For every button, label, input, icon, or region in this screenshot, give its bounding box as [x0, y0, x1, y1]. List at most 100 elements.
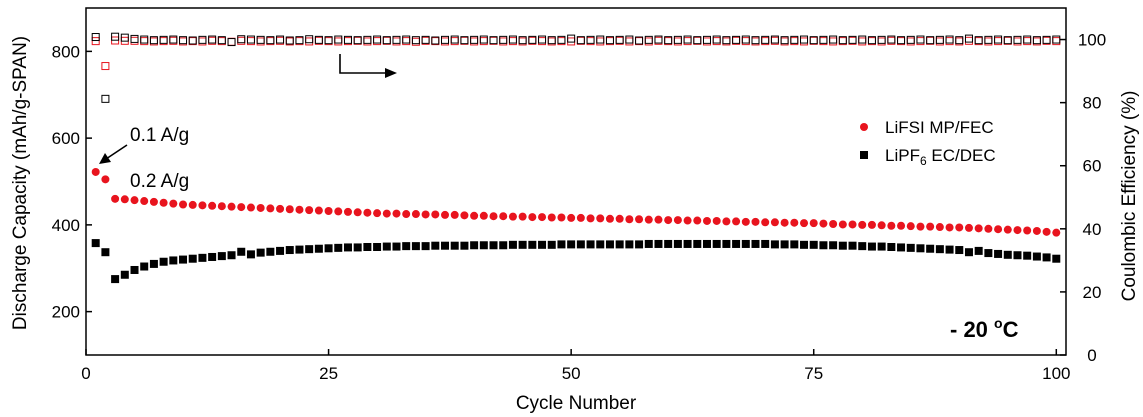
ce-point-2 — [673, 37, 682, 46]
capacity-point-1 — [800, 240, 809, 249]
ce-point-3 — [256, 35, 265, 44]
ce-point-3 — [266, 36, 275, 45]
ce-point-2 — [800, 37, 809, 46]
capacity-point-0 — [945, 223, 954, 232]
capacity-point-0 — [237, 203, 246, 212]
ce-point-3 — [615, 35, 624, 44]
ce-point-3 — [91, 33, 100, 42]
capacity-point-0 — [411, 210, 420, 219]
ce-point-2 — [712, 37, 721, 46]
ce-point-2 — [101, 62, 110, 71]
ce-point-3 — [411, 36, 420, 45]
ce-point-2 — [256, 37, 265, 46]
ce-point-2 — [450, 37, 459, 46]
ce-point-3 — [373, 35, 382, 44]
ce-point-2 — [91, 37, 100, 46]
ce-point-3 — [227, 38, 236, 47]
ce-point-2 — [644, 37, 653, 46]
capacity-point-0 — [111, 194, 120, 203]
x-tick-label: 25 — [319, 364, 338, 383]
rate-annotation-arrow — [99, 144, 128, 164]
ce-point-3 — [547, 36, 556, 45]
ce-point-3 — [654, 35, 663, 44]
capacity-point-0 — [829, 220, 838, 229]
capacity-point-0 — [266, 204, 275, 213]
ce-point-2 — [305, 37, 314, 46]
ce-point-3 — [1032, 36, 1041, 45]
legend-label-lipf6: LiPF6 EC/DEC — [885, 146, 996, 168]
ce-point-3 — [557, 35, 566, 44]
capacity-point-1 — [867, 242, 876, 251]
ce-point-3 — [450, 35, 459, 44]
ce-point-2 — [227, 37, 236, 46]
capacity-point-0 — [276, 204, 285, 213]
capacity-point-0 — [693, 216, 702, 225]
capacity-point-1 — [276, 246, 285, 255]
capacity-point-0 — [140, 197, 149, 206]
capacity-point-1 — [702, 239, 711, 248]
capacity-point-1 — [897, 243, 906, 252]
y2-tick-label: 0 — [1087, 346, 1096, 365]
ce-point-3 — [479, 35, 488, 44]
ce-point-2 — [411, 37, 420, 46]
capacity-point-0 — [538, 213, 547, 222]
ce-point-3 — [664, 36, 673, 45]
capacity-point-0 — [334, 207, 343, 216]
capacity-point-1 — [450, 241, 459, 250]
ce-point-2 — [945, 37, 954, 46]
capacity-point-0 — [887, 221, 896, 230]
capacity-point-0 — [256, 203, 265, 212]
capacity-point-0 — [615, 214, 624, 223]
ce-point-3 — [111, 32, 120, 41]
capacity-point-1 — [935, 245, 944, 254]
capacity-point-0 — [576, 213, 585, 222]
ce-point-3 — [237, 35, 246, 44]
capacity-point-1 — [683, 239, 692, 248]
y-tick-label: 400 — [52, 216, 80, 235]
capacity-point-0 — [169, 199, 178, 208]
capacity-point-0 — [518, 212, 527, 221]
ce-point-2 — [363, 37, 372, 46]
capacity-point-0 — [596, 214, 605, 223]
y2-tick-label: 40 — [1083, 220, 1102, 239]
capacity-point-1 — [256, 248, 265, 257]
capacity-point-0 — [819, 219, 828, 228]
capacity-point-0 — [722, 217, 731, 226]
ce-point-3 — [1042, 35, 1051, 44]
ce-point-2 — [858, 37, 867, 46]
ce-point-3 — [635, 36, 644, 45]
capacity-point-1 — [538, 240, 547, 249]
ce-point-2 — [373, 37, 382, 46]
capacity-point-1 — [179, 255, 188, 264]
ce-point-3 — [625, 35, 634, 44]
capacity-point-1 — [343, 243, 352, 252]
ce-point-3 — [867, 36, 876, 45]
ce-point-3 — [169, 35, 178, 44]
ce-point-2 — [1013, 37, 1022, 46]
ce-point-3 — [285, 36, 294, 45]
ce-point-3 — [217, 36, 226, 45]
capacity-point-0 — [198, 201, 207, 210]
capacity-point-0 — [295, 205, 304, 214]
capacity-point-0 — [343, 207, 352, 216]
rate-label-0-1: 0.1 A/g — [130, 125, 189, 146]
capacity-point-0 — [450, 210, 459, 219]
capacity-point-0 — [935, 223, 944, 232]
capacity-point-0 — [91, 167, 100, 176]
ce-point-3 — [732, 35, 741, 44]
ce-point-3 — [499, 35, 508, 44]
ce-point-2 — [916, 37, 925, 46]
capacity-point-0 — [402, 210, 411, 219]
capacity-point-0 — [149, 197, 158, 206]
capacity-point-1 — [1023, 251, 1032, 260]
capacity-point-1 — [479, 241, 488, 250]
capacity-point-1 — [363, 242, 372, 251]
capacity-point-1 — [654, 239, 663, 248]
y2-tick-label: 60 — [1083, 157, 1102, 176]
ce-point-3 — [276, 35, 285, 44]
capacity-point-0 — [751, 217, 760, 226]
capacity-point-1 — [576, 240, 585, 249]
legend: LiFSI MP/FEC LiPF6 EC/DEC — [860, 118, 996, 168]
ce-point-2 — [246, 37, 255, 46]
